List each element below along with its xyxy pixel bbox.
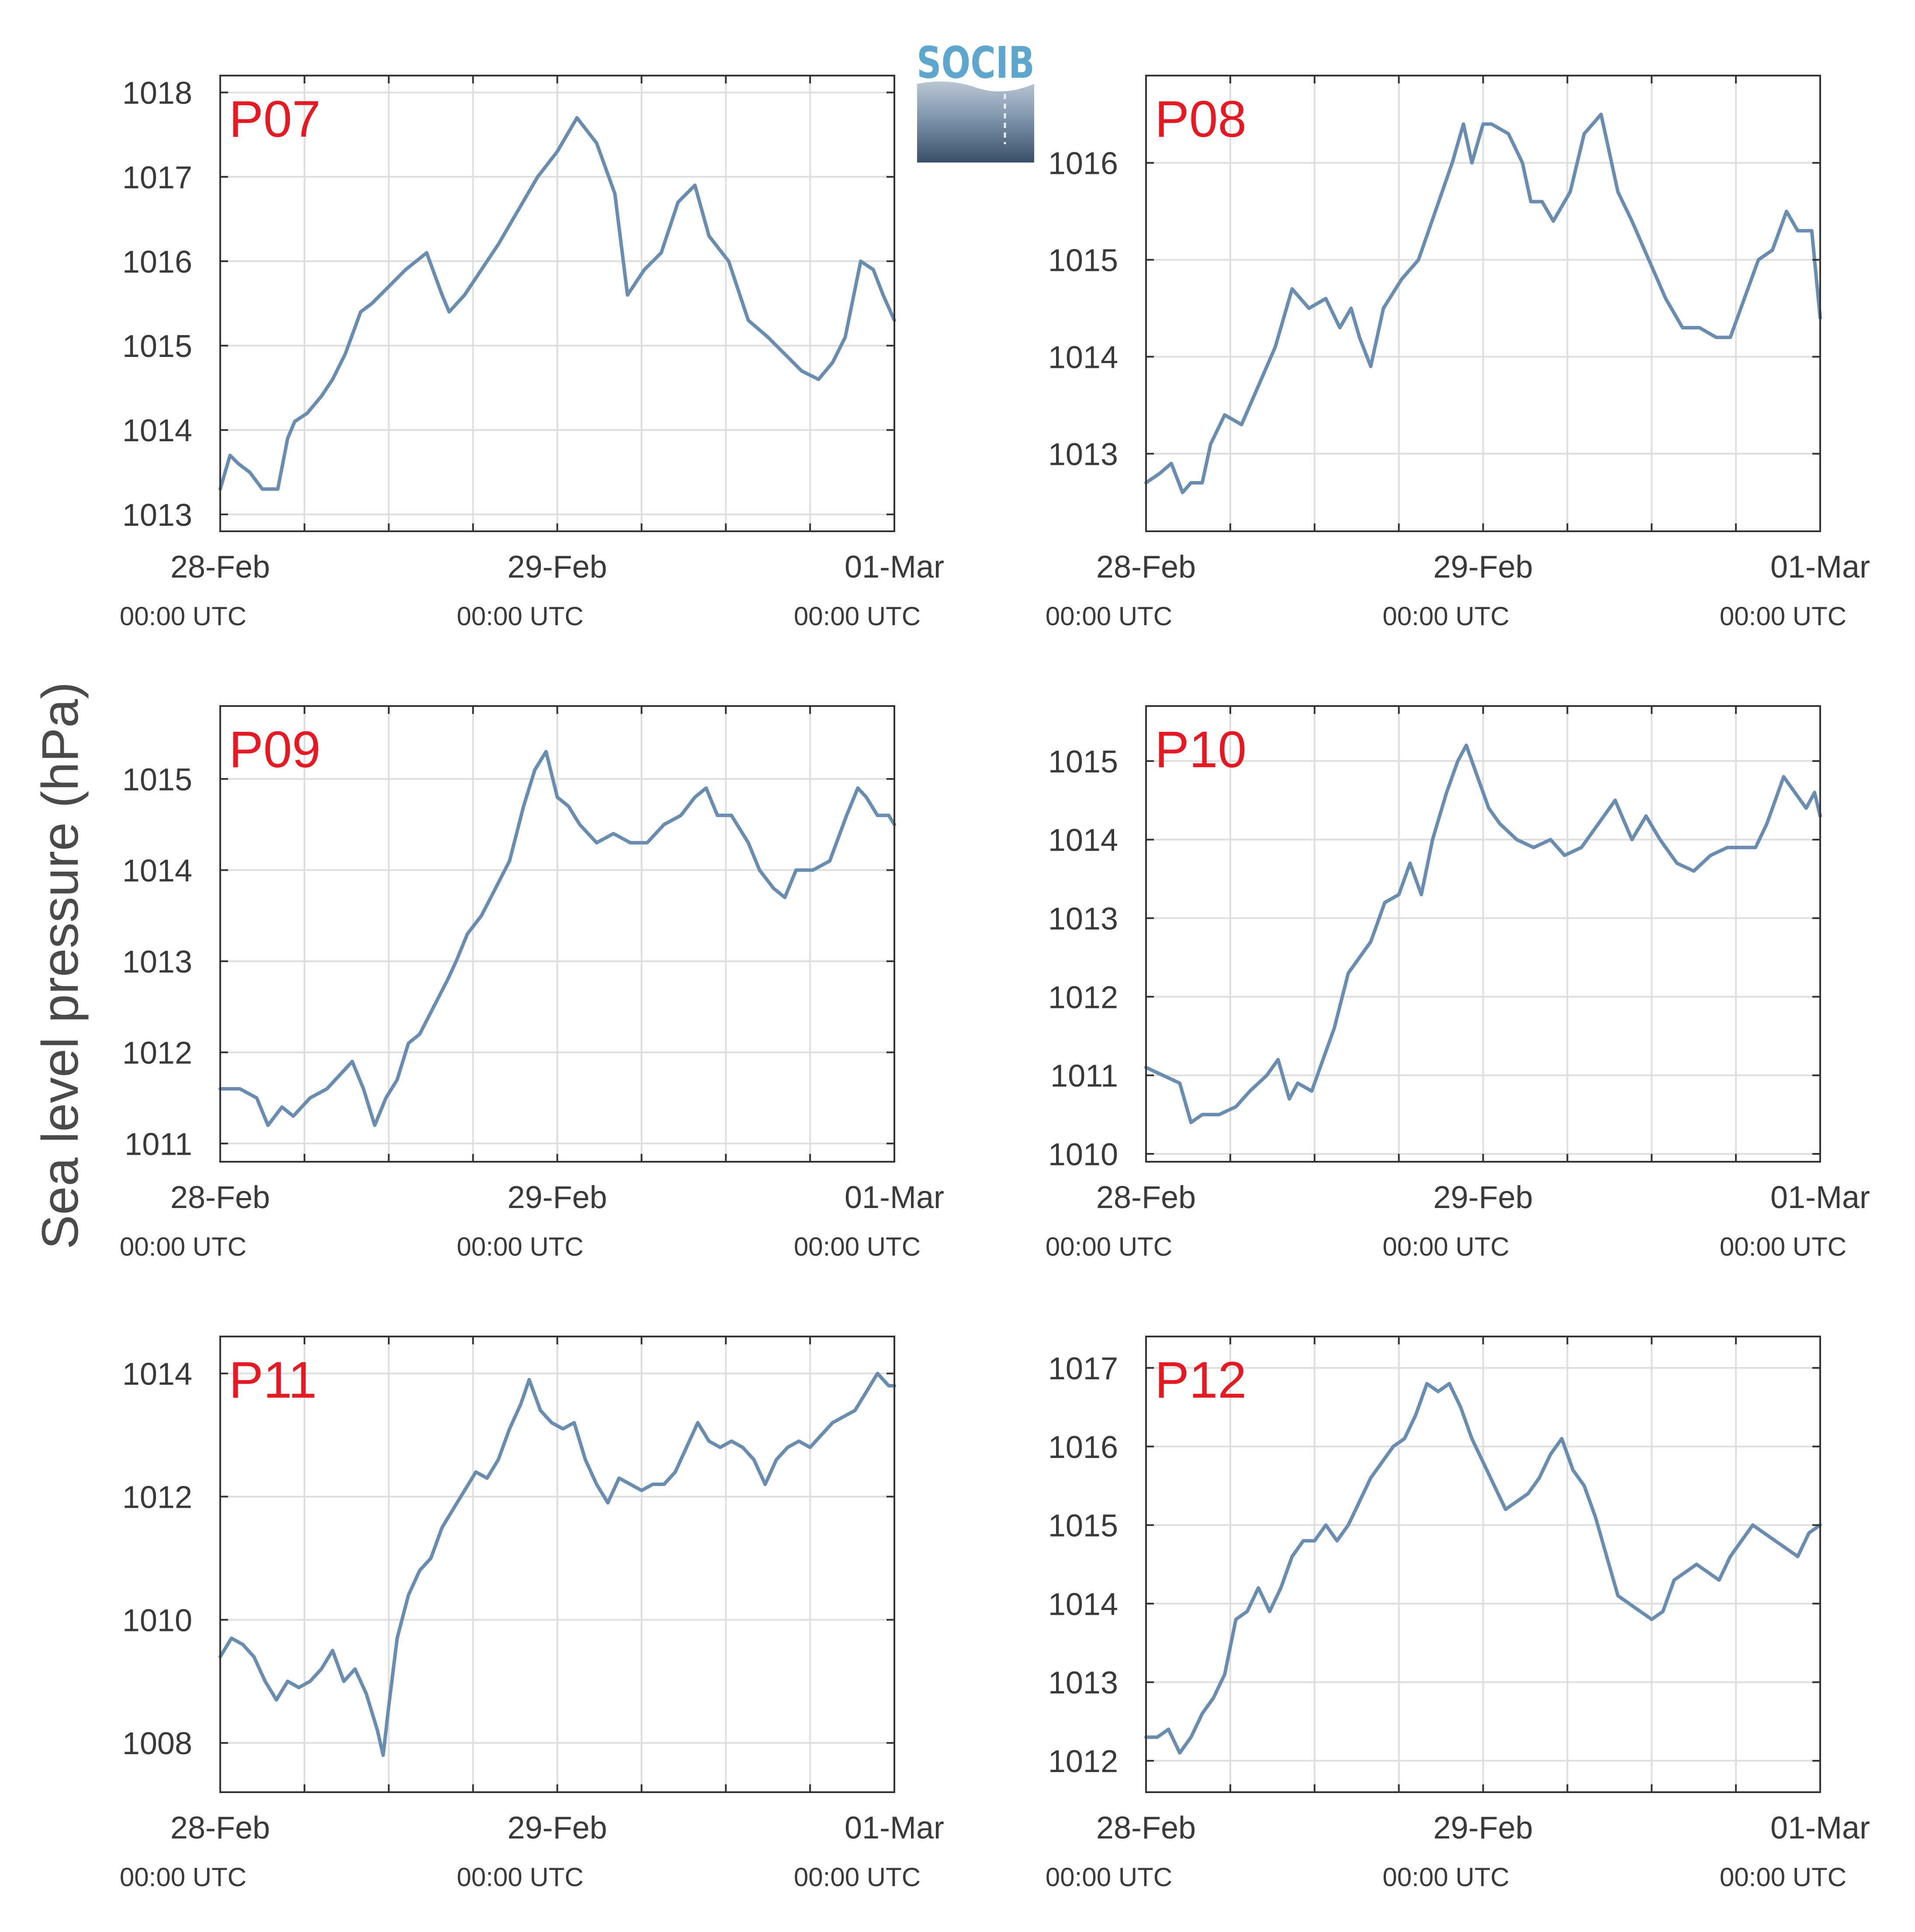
pressure-series-line xyxy=(1144,1381,1822,1755)
x-tick-date-label: 28-Feb xyxy=(170,550,270,585)
y-tick-label: 1012 xyxy=(122,1480,192,1515)
y-tick-label: 1013 xyxy=(122,945,192,980)
y-tick-label: 1012 xyxy=(1048,980,1118,1015)
x-tick-time-label: 00:00 UTC xyxy=(1382,602,1509,631)
x-tick-time-label: 00:00 UTC xyxy=(1382,1232,1509,1261)
y-tick-label: 1018 xyxy=(122,76,192,111)
x-tick-time-label: 00:00 UTC xyxy=(120,602,246,631)
y-tick-label: 1011 xyxy=(1050,1059,1118,1094)
y-tick-label: 1010 xyxy=(122,1603,192,1638)
y-tick-label: 1015 xyxy=(1048,243,1118,278)
x-tick-time-label: 00:00 UTC xyxy=(120,1232,246,1261)
x-tick-date-label: 01-Mar xyxy=(1770,1180,1870,1215)
pressure-series-line xyxy=(1144,743,1822,1125)
y-tick-label: 1012 xyxy=(122,1036,192,1071)
x-tick-time-label: 00:00 UTC xyxy=(1720,602,1846,631)
y-tick-label: 1013 xyxy=(1048,437,1118,472)
x-tick-date-label: 01-Mar xyxy=(845,1180,944,1215)
pressure-series-line xyxy=(1144,112,1822,495)
x-tick-time-label: 00:00 UTC xyxy=(1720,1863,1846,1892)
pressure-series-line xyxy=(218,750,896,1127)
x-tick-time-label: 00:00 UTC xyxy=(457,1863,583,1892)
panel-p07: 1013 1014 1015 1016 1017 1018 28-Feb 00:00 UTC 2… xyxy=(120,75,944,631)
socib-logo: SOCIB xyxy=(917,37,1035,163)
x-tick-date-label: 28-Feb xyxy=(170,1811,270,1845)
panel-title: P08 xyxy=(1155,90,1247,148)
x-tick-time-label: 00:00 UTC xyxy=(457,1232,583,1261)
x-tick-date-label: 01-Mar xyxy=(845,550,944,585)
panel-title: P11 xyxy=(229,1351,317,1409)
x-tick-date-label: 01-Mar xyxy=(845,1811,944,1845)
x-tick-date-label: 28-Feb xyxy=(1096,1811,1196,1845)
x-tick-date-label: 28-Feb xyxy=(1096,550,1196,585)
x-tick-time-label: 00:00 UTC xyxy=(1046,1232,1172,1261)
y-tick-label: 1014 xyxy=(1048,340,1118,375)
y-tick-label: 1013 xyxy=(1048,1665,1118,1700)
y-tick-label: 1008 xyxy=(122,1726,192,1761)
y-tick-label: 1016 xyxy=(1048,1430,1118,1465)
x-tick-time-label: 00:00 UTC xyxy=(1046,1863,1172,1892)
y-tick-label: 1014 xyxy=(1048,1587,1118,1622)
x-tick-time-label: 00:00 UTC xyxy=(457,602,583,631)
y-tick-label: 1015 xyxy=(122,762,192,797)
x-tick-date-label: 29-Feb xyxy=(507,1811,607,1845)
panel-title: P12 xyxy=(1155,1351,1247,1409)
x-tick-date-label: 29-Feb xyxy=(507,1180,607,1215)
x-tick-date-label: 29-Feb xyxy=(1433,550,1533,585)
x-tick-time-label: 00:00 UTC xyxy=(1720,1232,1846,1261)
pressure-series-line xyxy=(218,116,896,491)
y-tick-label: 1017 xyxy=(122,160,192,195)
y-tick-label: 1014 xyxy=(122,1357,192,1392)
x-tick-time-label: 00:00 UTC xyxy=(794,602,921,631)
panel-p09: 1011 1012 1013 1014 1015 28-Feb 00:00 UTC 29-Fe… xyxy=(120,705,944,1261)
x-tick-time-label: 00:00 UTC xyxy=(120,1863,246,1892)
y-tick-label: 1017 xyxy=(1048,1351,1118,1386)
logo-text: SOCIB xyxy=(917,37,1035,88)
x-tick-time-label: 00:00 UTC xyxy=(794,1232,921,1261)
panel-p10: 1010 1011 1012 1013 1014 1015 28-Feb 00:00 UTC 2… xyxy=(1046,705,1870,1261)
x-tick-date-label: 28-Feb xyxy=(1096,1180,1196,1215)
y-tick-label: 1010 xyxy=(1048,1137,1118,1172)
y-tick-label: 1011 xyxy=(125,1127,192,1162)
x-tick-date-label: 01-Mar xyxy=(1770,1811,1870,1845)
y-tick-label: 1015 xyxy=(122,329,192,364)
logo-wave xyxy=(917,81,1034,163)
pressure-series-line xyxy=(218,1371,896,1757)
panel-p08: 1013 1014 1015 1016 28-Feb 00:00 UTC 29-Feb 00:… xyxy=(1046,75,1870,631)
x-tick-date-label: 29-Feb xyxy=(1433,1811,1533,1845)
panel-title: P09 xyxy=(229,721,321,779)
x-tick-time-label: 00:00 UTC xyxy=(1382,1863,1509,1892)
y-tick-label: 1013 xyxy=(122,498,192,533)
x-tick-date-label: 28-Feb xyxy=(170,1180,270,1215)
y-tick-label: 1013 xyxy=(1048,902,1118,937)
x-tick-date-label: 29-Feb xyxy=(1433,1180,1533,1215)
x-tick-time-label: 00:00 UTC xyxy=(1046,602,1172,631)
x-tick-date-label: 29-Feb xyxy=(507,550,607,585)
y-tick-label: 1014 xyxy=(122,853,192,888)
panel-title: P10 xyxy=(1155,721,1247,779)
x-tick-time-label: 00:00 UTC xyxy=(794,1863,921,1892)
y-tick-label: 1012 xyxy=(1048,1744,1118,1779)
y-tick-label: 1014 xyxy=(122,413,192,448)
panel-p11: 1008 1010 1012 1014 28-Feb 00:00 UTC 29-Feb 00:… xyxy=(120,1336,944,1892)
y-tick-label: 1015 xyxy=(1048,1509,1118,1544)
y-axis-label: Sea level pressure (hPa) xyxy=(31,682,89,1250)
panel-title: P07 xyxy=(229,90,321,148)
y-tick-label: 1016 xyxy=(122,245,192,280)
y-tick-label: 1014 xyxy=(1048,823,1118,858)
y-tick-label: 1015 xyxy=(1048,744,1118,779)
y-tick-label: 1016 xyxy=(1048,146,1118,181)
panels: 1013 1014 1015 1016 1017 1018 28-Feb 00:00 UTC 2… xyxy=(120,75,1870,1892)
panel-p12: 1012 1013 1014 1015 1016 1017 28-Feb 00:00 UTC 2… xyxy=(1046,1336,1870,1892)
x-tick-date-label: 01-Mar xyxy=(1770,550,1870,585)
